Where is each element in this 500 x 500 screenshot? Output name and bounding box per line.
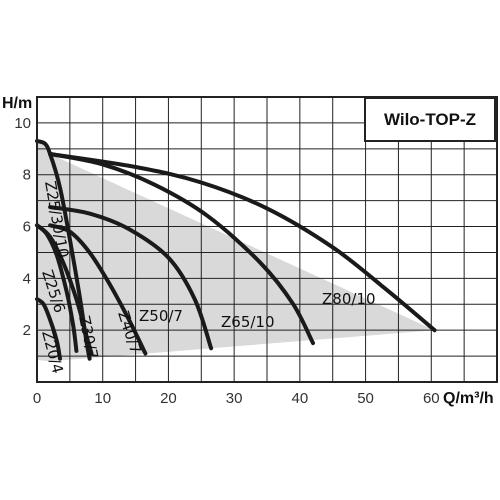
x-tick-label: 60: [423, 390, 440, 407]
curve-label-z80-10: Z80/10: [322, 290, 376, 308]
y-tick-label: 10: [14, 115, 31, 132]
curve-z20-4: [35, 297, 62, 361]
curve-z80-10: [48, 152, 437, 333]
x-tick-label: 30: [226, 390, 243, 407]
y-axis-label: H/m: [2, 95, 32, 112]
operating-range-area: [37, 141, 435, 362]
x-tick-label: 20: [160, 390, 177, 407]
x-axis-label: Q/m³/h: [443, 390, 494, 407]
curve-z65-10: [48, 152, 315, 346]
x-tick-label: 40: [292, 390, 309, 407]
plot-frame: [36, 96, 498, 383]
x-tick-label: 0: [33, 390, 41, 407]
curve-label-z50-7: Z50/7: [139, 307, 183, 325]
curve-z25-30-10: [35, 139, 92, 361]
curve-label-z65-10: Z65/10: [221, 313, 275, 331]
title-box: [364, 97, 496, 142]
y-tick-label: 4: [23, 270, 31, 287]
curve-z50-7: [48, 205, 214, 351]
y-tick-label: 2: [23, 322, 31, 339]
x-tick-label: 10: [94, 390, 111, 407]
y-tick-label: 8: [23, 167, 31, 184]
x-tick-label: 50: [357, 390, 374, 407]
chart-title: Wilo-TOP-Z: [384, 110, 476, 129]
y-tick-label: 6: [23, 219, 31, 236]
curve-z40-7: [48, 223, 148, 356]
